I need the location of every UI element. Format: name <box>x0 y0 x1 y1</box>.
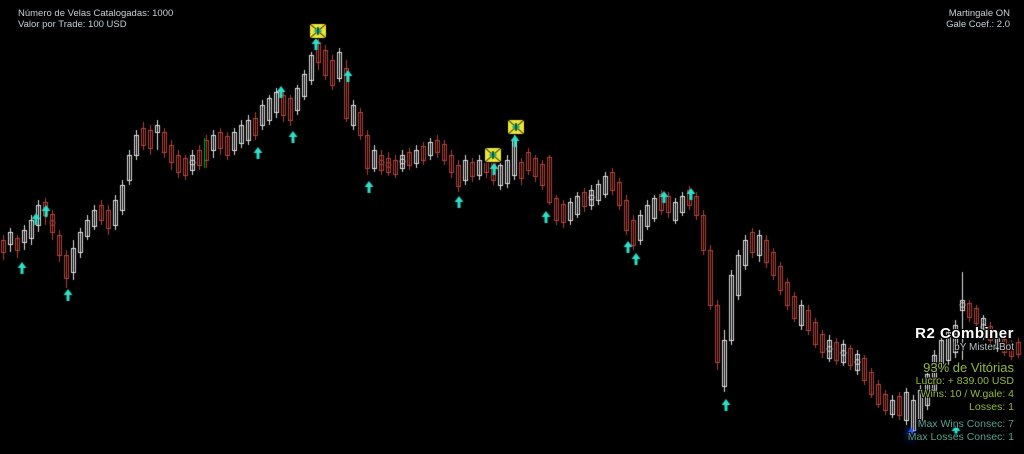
bot-stats-panel: R2 Combiner bY Mister Bot 93% de Vitória… <box>908 326 1014 444</box>
gale-coef-label: Gale Coef.: 2.0 <box>946 19 1010 30</box>
martingale-info: Martingale ON Gale Coef.: 2.0 <box>946 8 1010 30</box>
catalog-candles-count: Número de Velas Catalogadas: 1000 <box>18 8 174 19</box>
win-rate-label: 93% de Vitórias <box>923 360 1014 375</box>
trade-value-label: Valor por Trade: 100 USD <box>18 19 127 30</box>
bot-byline: bY Mister Bot <box>954 342 1014 353</box>
max-wins-label: Max Wins Consec: 7 <box>917 418 1014 430</box>
bot-title: R2 Combiner <box>915 325 1014 342</box>
losses-label: Losses: 1 <box>969 401 1014 413</box>
martingale-status: Martingale ON <box>948 8 1010 19</box>
catalog-info: Número de Velas Catalogadas: 1000 Valor … <box>18 8 173 30</box>
profit-label: Lucro: + 839.00 USD <box>915 375 1014 387</box>
wins-label: Wins: 10 / W.gale: 4 <box>920 388 1014 400</box>
max-losses-label: Max Losses Consec: 1 <box>907 431 1014 443</box>
